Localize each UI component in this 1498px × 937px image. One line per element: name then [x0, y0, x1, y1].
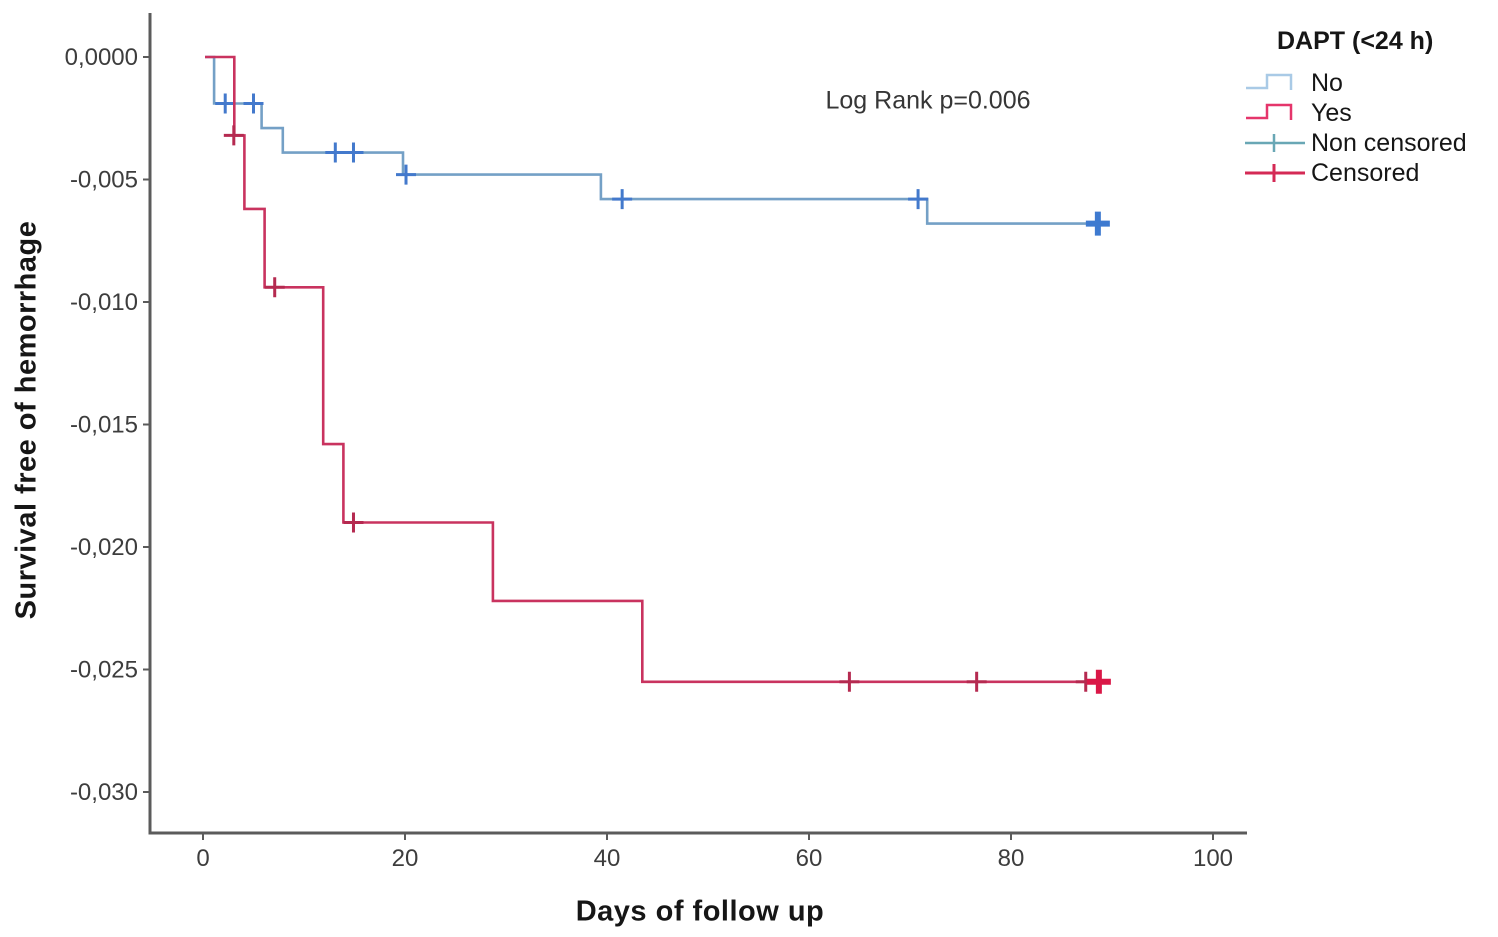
axes [148, 13, 1247, 835]
step-line-icon [1246, 73, 1293, 90]
y-tick-label: -0,020 [70, 534, 138, 561]
x-tick-label: 0 [196, 845, 209, 872]
legend-item-non-censored: Non censored [1243, 128, 1493, 158]
y-tick-label: -0,025 [70, 657, 138, 684]
legend: DAPT (<24 h) No Yes Non censored Censore… [1243, 27, 1493, 188]
legend-label-non-censored: Non censored [1311, 128, 1467, 157]
x-tick-label: 100 [1193, 845, 1233, 872]
y-tick-label: -0,030 [70, 779, 138, 806]
x-tick-label: 80 [998, 845, 1025, 872]
censor-mark [343, 142, 364, 163]
survival-curve-yes [205, 55, 1105, 684]
step-line-icon [1246, 103, 1293, 120]
censor-mark [1086, 669, 1111, 694]
censor-mark [839, 671, 860, 692]
legend-title: DAPT (<24 h) [1277, 27, 1434, 55]
legend-label-yes: Yes [1311, 98, 1352, 127]
legend-label-censored: Censored [1311, 158, 1420, 187]
y-tick-label: -0,015 [70, 412, 138, 439]
censor-mark [612, 189, 633, 210]
y-tick-label: -0,010 [70, 289, 138, 316]
censor-mark [966, 671, 987, 692]
step-line-glyph [1246, 73, 1293, 90]
plus-cross-glyph [1245, 134, 1305, 152]
plus-cross-icon [1245, 164, 1305, 182]
survival-curve-no [205, 55, 1104, 225]
censor-mark [325, 142, 346, 163]
legend-item-no: No [1243, 68, 1493, 98]
legend-item-yes: Yes [1243, 98, 1493, 128]
censor-mark [215, 93, 236, 114]
plus-cross-glyph [1245, 164, 1305, 182]
censor-mark [264, 277, 285, 298]
y-axis-title: Survival free of hemorrhage [10, 220, 43, 620]
plus-cross-icon [1245, 134, 1305, 152]
censor-mark [396, 164, 417, 185]
x-tick-label: 60 [796, 845, 823, 872]
x-tick-label: 20 [392, 845, 419, 872]
censor-mark [1085, 211, 1110, 236]
x-axis-title: Days of follow up [575, 895, 825, 928]
log-rank-annotation: Log Rank p=0.006 [825, 86, 1031, 115]
legend-label-no: No [1311, 68, 1343, 97]
y-tick-label: 0,0000 [65, 44, 138, 71]
censor-mark [223, 125, 244, 146]
step-line-glyph [1246, 103, 1293, 120]
x-tick-label: 40 [594, 845, 621, 872]
censor-mark [243, 93, 264, 114]
legend-item-censored: Censored [1243, 158, 1493, 188]
censor-mark [908, 189, 929, 210]
censor-mark [343, 512, 364, 533]
y-tick-label: -0,005 [70, 167, 138, 194]
